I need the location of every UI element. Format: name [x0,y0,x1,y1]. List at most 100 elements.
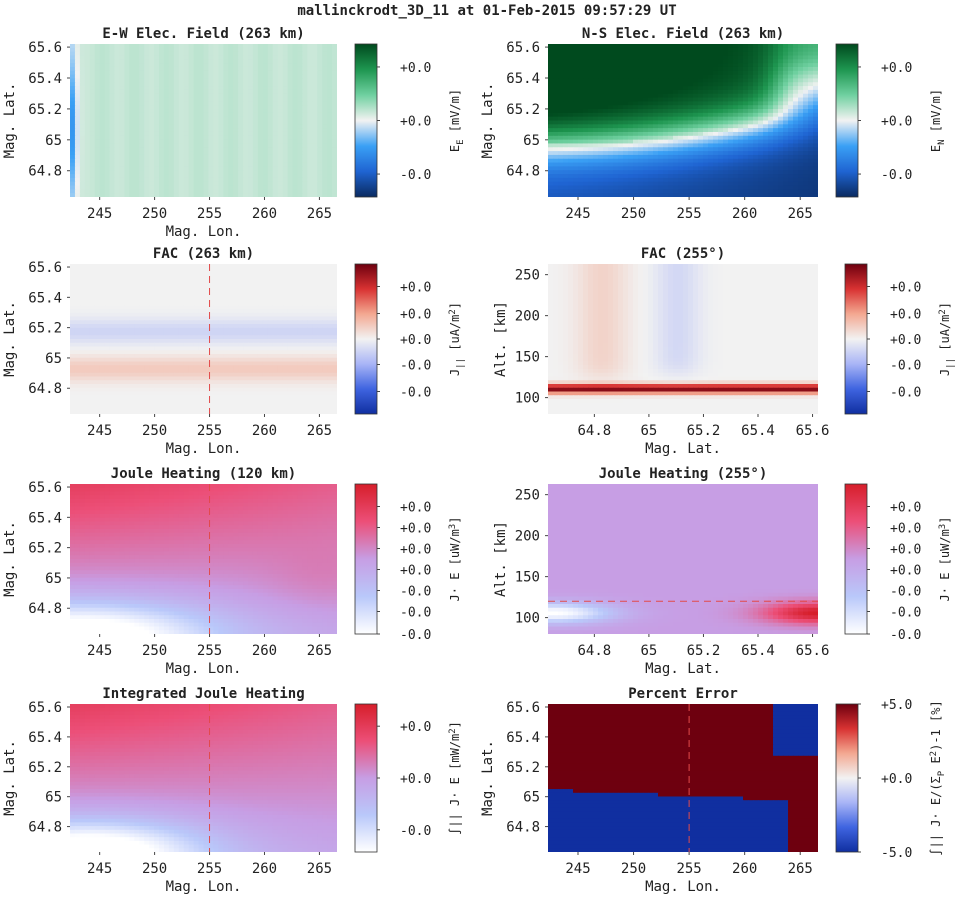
heatmap-cell [568,166,574,171]
heatmap-cell [302,105,308,110]
heatmap-cell [218,301,224,306]
heatmap-cell [738,135,744,141]
heatmap-cell [608,158,614,164]
heatmap-cell [628,185,634,190]
heatmap-cell [198,275,205,280]
heatmap-cell [292,147,299,152]
heatmap-cell [738,181,744,187]
heatmap-cell [758,154,764,160]
heatmap-cell [99,44,106,49]
heatmap-cell [678,162,684,167]
heatmap-cell [678,124,684,129]
heatmap-cell [603,135,609,141]
heatmap-cell [272,74,279,80]
heatmap-cell [154,139,160,145]
heatmap-cell [302,86,308,91]
heatmap-cell [292,135,299,141]
heatmap-cell [74,154,81,160]
heatmap-cell [743,143,749,148]
heatmap-cell [628,147,634,152]
heatmap-cell [302,162,308,167]
heatmap-cell [129,154,135,160]
heatmap-cell [598,162,604,167]
x-tick-label: 265 [788,206,813,222]
heatmap-cell [297,78,303,83]
heatmap-cell [119,109,125,114]
heatmap-cell [198,294,205,299]
heatmap-cell [70,294,76,299]
heatmap-cell [154,86,160,91]
heatmap-cell [568,124,574,129]
heatmap-cell [223,267,229,273]
heatmap-cell [144,70,150,76]
heatmap-cell [292,286,299,291]
heatmap-cell [332,112,337,118]
heatmap-cell [628,128,634,133]
heatmap-cell [74,166,81,171]
heatmap-cell [119,154,125,160]
heatmap-cell [307,193,313,197]
heatmap-cell [628,109,634,114]
heatmap-cell [228,44,234,49]
heatmap-cell [763,109,769,114]
heatmap-cell [698,170,704,175]
heatmap-cell [114,139,121,145]
heatmap-cell [683,93,689,99]
x-tick-label: 255 [676,206,701,222]
heatmap-cell [312,63,318,68]
heatmap-cell [109,70,116,76]
heatmap-cell [603,47,609,53]
heatmap-cell [698,70,704,76]
heatmap-cell [568,116,574,122]
heatmap-cell [252,181,259,187]
heatmap-cell [183,286,190,291]
heatmap-cell [548,151,554,156]
heatmap-cell [758,86,764,91]
heatmap-cell [673,55,679,60]
heatmap-cell [753,78,759,83]
heatmap-cell [753,147,759,152]
heatmap-cell [322,162,328,167]
heatmap-cell [223,286,229,291]
heatmap-cell [89,116,96,122]
heatmap-cell [252,109,259,114]
heatmap-cell [267,82,274,87]
heatmap-cell [783,181,789,187]
heatmap-cell [257,82,264,87]
heatmap-cell [748,189,754,194]
heatmap-cell [94,275,101,280]
heatmap-cell [698,147,704,152]
heatmap-cell [134,170,140,175]
heatmap-cell [208,275,214,280]
heatmap-cell [758,135,764,141]
heatmap-cell [84,74,91,80]
heatmap-cell [282,185,289,190]
heatmap-cell [262,59,269,64]
heatmap-cell [233,162,239,167]
heatmap-cell [673,44,679,49]
heatmap-cell [203,286,210,291]
heatmap-cell [129,66,135,72]
heatmap-cell [563,174,569,179]
heatmap-cell [643,89,649,95]
heatmap-cell [248,93,254,99]
heatmap-cell [292,97,299,102]
heatmap-cell [84,139,91,145]
heatmap-cell [317,124,323,129]
heatmap-cell [252,66,259,72]
heatmap-cell [593,51,599,57]
heatmap-cell [728,116,734,122]
heatmap-cell [327,116,333,122]
heatmap-cell [119,105,125,110]
heatmap-cell [773,89,779,95]
heatmap-cell [648,93,654,99]
heatmap-cell [643,51,649,57]
heatmap-cell [252,128,259,133]
heatmap-cell [154,286,160,291]
heatmap-cell [608,59,614,64]
heatmap-cell [312,66,318,72]
heatmap-cell [89,290,96,295]
heatmap-cell [233,143,239,148]
heatmap-cell [218,143,224,148]
heatmap-cell [793,177,799,183]
